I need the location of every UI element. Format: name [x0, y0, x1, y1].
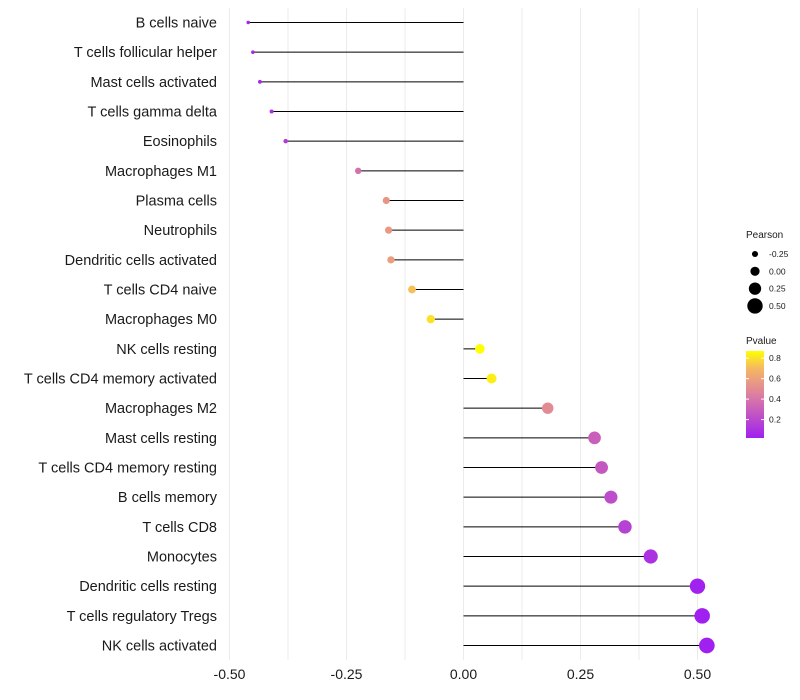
y-tick-label: Plasma cells: [136, 194, 217, 210]
y-tick-label: T cells CD4 memory resting: [38, 461, 217, 477]
y-tick-label: T cells follicular helper: [74, 45, 217, 61]
x-tick-label: 0.50: [684, 666, 711, 682]
y-tick-label: T cells CD4 naive: [104, 283, 217, 299]
points: [246, 20, 715, 654]
point: [269, 109, 274, 114]
y-tick-label: Mast cells activated: [90, 75, 217, 91]
legend-pvalue-label: 0.4: [769, 394, 781, 404]
x-tick-label: 0.00: [450, 666, 477, 682]
y-tick-label: T cells CD4 memory activated: [24, 372, 217, 388]
point: [699, 637, 715, 654]
point: [475, 344, 485, 354]
y-tick-label: Mast cells resting: [105, 431, 217, 447]
legend-pvalue: Pvalue 0.8 0.6 0.4 0.2: [746, 336, 781, 438]
y-tick-label: NK cells activated: [102, 639, 217, 655]
y-tick-label: Dendritic cells resting: [79, 579, 217, 595]
point: [385, 226, 393, 234]
x-tick-label: 0.25: [567, 666, 594, 682]
x-axis-labels: -0.50 -0.25 0.00 0.25 0.50: [214, 666, 712, 682]
legend-pearson-label: 0.25: [769, 284, 786, 294]
y-tick-label: B cells naive: [136, 16, 217, 32]
point: [486, 373, 497, 384]
legend-pearson-key: [747, 298, 763, 314]
x-tick-label: -0.50: [214, 666, 246, 682]
grid-lines: [229, 8, 698, 660]
legend-pearson-label: -0.25: [769, 249, 789, 259]
legend-pvalue-title: Pvalue: [746, 336, 777, 347]
legend-pvalue-label: 0.2: [769, 415, 781, 425]
legend-pearson-key: [748, 282, 762, 295]
y-tick-label: Macrophages M2: [105, 401, 217, 417]
y-axis-labels: B cells naive T cells follicular helper Ma…: [24, 16, 218, 655]
legend-pearson-label: 0.50: [769, 301, 786, 311]
point: [354, 167, 362, 175]
legend-pearson-label: 0.00: [769, 266, 786, 276]
point: [246, 20, 250, 25]
y-tick-label: NK cells resting: [116, 342, 217, 358]
point: [408, 285, 416, 294]
point: [426, 315, 435, 324]
legend-pearson-key: [751, 250, 759, 258]
legend-pvalue-colorbar: [746, 351, 764, 438]
point: [618, 520, 632, 534]
point: [643, 549, 658, 564]
y-tick-label: Eosinophils: [143, 134, 217, 150]
legend-pearson-title: Pearson: [746, 230, 783, 241]
y-tick-label: B cells memory: [118, 490, 218, 506]
point: [689, 578, 706, 594]
point: [542, 402, 554, 414]
y-tick-label: T cells CD8: [142, 520, 217, 536]
y-tick-label: Macrophages M0: [105, 312, 217, 328]
x-tick-label: -0.25: [331, 666, 363, 682]
legend-pearson: Pearson -0.25 0.00 0.25 0.50: [746, 230, 789, 314]
legend-pearson-key: [750, 266, 760, 276]
point: [382, 196, 390, 205]
y-tick-label: T cells gamma delta: [88, 105, 218, 121]
y-tick-label: Neutrophils: [144, 223, 217, 239]
point: [588, 431, 601, 445]
legend-pvalue-label: 0.6: [769, 374, 781, 384]
legend-pvalue-label: 0.8: [769, 353, 781, 363]
point: [283, 138, 288, 144]
point: [258, 79, 262, 84]
point: [694, 608, 710, 624]
y-tick-label: Dendritic cells activated: [65, 253, 217, 269]
stems: [248, 22, 707, 646]
y-tick-label: Macrophages M1: [105, 164, 217, 180]
y-tick-label: T cells regulatory Tregs: [67, 609, 217, 625]
point: [604, 490, 618, 504]
point: [251, 50, 255, 54]
point: [595, 461, 608, 474]
point: [387, 256, 395, 264]
y-tick-label: Monocytes: [147, 550, 217, 566]
